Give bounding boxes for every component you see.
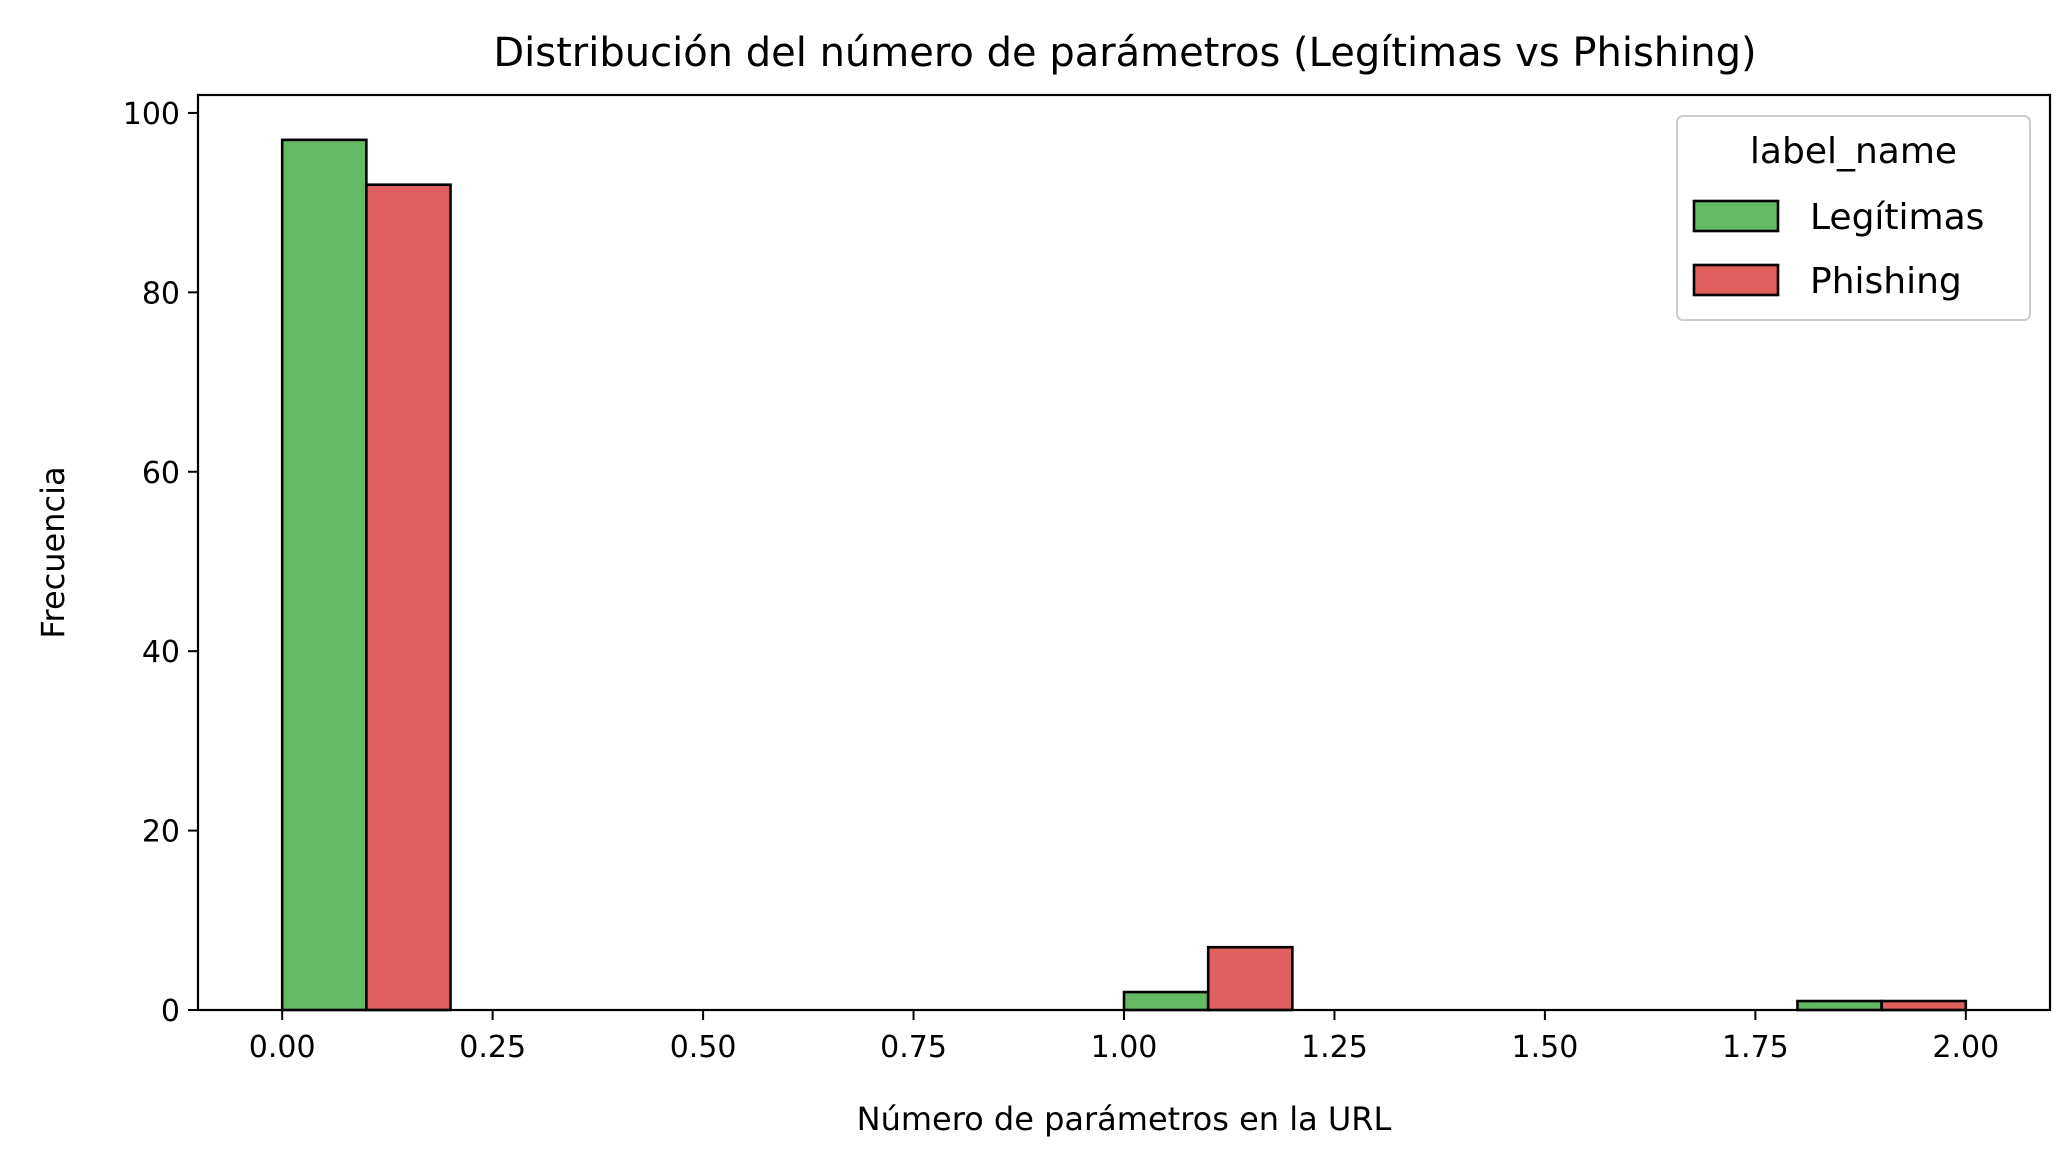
y-tick-label: 60 (142, 456, 180, 491)
legend-swatch (1692, 199, 1780, 233)
legend-label: Legítimas (1810, 197, 1984, 238)
histogram-bar (1206, 945, 1294, 1012)
x-tick-label: 0.50 (670, 1030, 737, 1065)
histogram-bar (365, 183, 452, 1012)
x-tick-label: 1.00 (1091, 1030, 1158, 1065)
x-axis-title: Número de parámetros en la URL (857, 1100, 1392, 1138)
x-axis: 0.00 0.25 0.50 0.75 1.00 1.25 1.50 1.75 2.00 (249, 1010, 1999, 1065)
bars-layer (280, 138, 1968, 1012)
legend: label_name Legítimas Phishing (1676, 115, 2031, 321)
histogram-bar (280, 138, 368, 1012)
x-tick-label: 0.75 (880, 1030, 947, 1065)
legend-title: label_name (1750, 131, 1957, 172)
x-tick-label: 1.75 (1722, 1030, 1789, 1065)
histogram-bar (1796, 999, 1883, 1012)
histogram-bar (1122, 990, 1210, 1012)
legend-swatch (1692, 263, 1780, 297)
y-axis: 0 20 40 60 80 100 (123, 97, 198, 1029)
x-tick-label: 1.25 (1301, 1030, 1368, 1065)
y-tick-label: 0 (161, 994, 180, 1029)
plot-frame (196, 93, 2052, 1012)
legend-entries: Legítimas Phishing (1692, 197, 1984, 302)
y-tick-label: 100 (123, 97, 180, 132)
y-tick-label: 80 (142, 276, 180, 311)
y-tick-label: 20 (142, 815, 180, 850)
x-tick-label: 2.00 (1932, 1030, 1999, 1065)
y-tick-label: 40 (142, 635, 180, 670)
histogram-bar (1880, 999, 1968, 1012)
x-tick-label: 0.25 (459, 1030, 526, 1065)
x-tick-label: 0.00 (249, 1030, 316, 1065)
x-tick-label: 1.50 (1512, 1030, 1579, 1065)
y-axis-title: Frecuencia (34, 466, 72, 638)
legend-label: Phishing (1810, 261, 1962, 302)
chart-title: Distribución del número de parámetros (L… (493, 30, 1756, 76)
